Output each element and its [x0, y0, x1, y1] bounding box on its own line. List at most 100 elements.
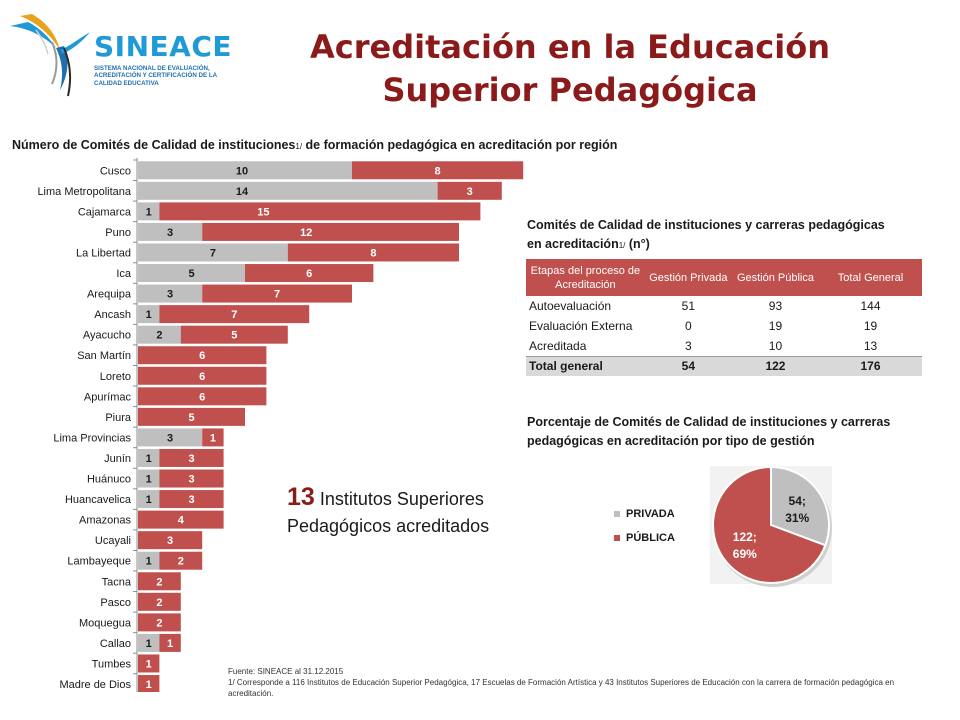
- category-label: Cusco: [100, 165, 131, 177]
- bar-value-label: 3: [167, 227, 173, 239]
- publica-bar: [245, 264, 374, 283]
- category-label: Ancash: [94, 309, 131, 321]
- bar-value-label: 2: [156, 597, 162, 609]
- table-cell: 10: [768, 338, 783, 353]
- bar-value-label: 3: [167, 432, 173, 444]
- publica-bar: [159, 633, 181, 652]
- publica-bar: [159, 551, 203, 570]
- category-label: Lima Provincias: [53, 432, 131, 444]
- category-label: Moquegua: [79, 617, 132, 629]
- pie-slice-privada: [770, 465, 830, 547]
- category-label: Piura: [105, 412, 132, 424]
- pie-chart-title: Porcentaje de Comités de Calidad de inst…: [527, 415, 891, 448]
- table-total-row: Total general 54 122 176: [526, 355, 922, 376]
- category-label: Pasco: [100, 597, 131, 609]
- privada-bar: [138, 264, 245, 283]
- accredited-highlight: 13 Institutos Superiores Pedagógicos acr…: [287, 484, 547, 540]
- publica-bar: [159, 490, 224, 509]
- category-label: Apurímac: [84, 391, 132, 403]
- publica-bar: [159, 469, 224, 488]
- privada-bar: [138, 181, 438, 200]
- publica-bar: [138, 592, 181, 611]
- page-title-line-2: Superior Pedagógica: [382, 71, 758, 109]
- bar-chart-title-note: 1/: [295, 142, 303, 151]
- bar-value-label: 2: [178, 556, 184, 568]
- publica-bar: [202, 222, 459, 241]
- table-row: Autoevaluación 51 93 144: [526, 296, 922, 316]
- publica-bar: [138, 366, 267, 385]
- logo-tagline: SISTEMA NACIONAL DE EVALUACIÓN, ACREDITA…: [94, 65, 217, 87]
- privada-bar: [138, 428, 203, 447]
- table-row: Evaluación Externa 0 19 19: [526, 316, 922, 336]
- privada-bar: [138, 222, 203, 241]
- privada-bar: [138, 325, 181, 344]
- publica-bar: [138, 346, 267, 365]
- bar-value-label: 5: [188, 412, 194, 424]
- table-row: Acreditada 3 10 13: [526, 336, 922, 356]
- footnote-source: Fuente: SINEACE al 31.12.2015: [228, 667, 344, 676]
- publica-bar: [202, 428, 224, 447]
- table-cell: 51: [681, 299, 696, 313]
- bar-value-label: 2: [156, 617, 162, 629]
- privada-bar: [138, 284, 203, 303]
- bar-value-label: 1: [146, 309, 152, 321]
- bar-value-label: 1: [146, 453, 152, 465]
- category-label: Junín: [104, 453, 131, 465]
- page-title: Acreditación en la Educación Superior Pe…: [250, 26, 890, 112]
- bar-value-label: 7: [274, 289, 280, 301]
- accredited-count: 13: [287, 483, 315, 511]
- bar-value-label: 5: [188, 268, 194, 280]
- bar-value-label: 8: [435, 165, 441, 177]
- bar-chart-title-main: Número de Comités de Calidad de instituc…: [12, 138, 296, 152]
- category-label: Ucayali: [95, 535, 131, 547]
- management-pie-chart: 54; 31% 122; 69% PRIVADA PÚBLICA: [614, 465, 832, 587]
- bar-value-label: 3: [188, 474, 194, 486]
- bar-value-label: 6: [306, 268, 312, 280]
- table-cell: 93: [768, 299, 783, 313]
- category-label: Lima Metropolitana: [37, 186, 131, 198]
- category-label: Ica: [116, 268, 132, 280]
- bar-value-label: 1: [146, 638, 152, 650]
- privada-bar: [138, 202, 160, 221]
- category-label: Amazonas: [79, 515, 131, 527]
- bar-value-label: 3: [188, 453, 194, 465]
- publica-bar: [437, 181, 502, 200]
- privada-bar: [138, 448, 160, 467]
- pie-value-label: 54; 31%: [785, 494, 809, 525]
- category-label: La Libertad: [76, 247, 131, 259]
- table-header-cell: Etapas del proceso de Acreditación: [526, 259, 645, 296]
- bar-value-label: 4: [178, 515, 185, 527]
- category-label: Ayacucho: [83, 330, 131, 342]
- table-title-line-1: Comités de Calidad de instituciones y ca…: [527, 218, 885, 232]
- table-header-row: Etapas del proceso de Acreditación Gesti…: [526, 259, 922, 296]
- bar-value-label: 6: [199, 350, 205, 362]
- category-label: Cajamarca: [78, 206, 132, 218]
- category-label: Tumbes: [92, 658, 132, 670]
- bar-value-label: 1: [146, 494, 152, 506]
- bar-value-label: 2: [156, 576, 162, 588]
- bar-value-label: 2: [156, 330, 162, 342]
- table-cell: Autoevaluación: [529, 299, 612, 313]
- publica-bar: [138, 613, 181, 632]
- bar-value-label: 7: [231, 309, 237, 321]
- privada-bar: [138, 243, 288, 262]
- table-cell: 122: [731, 355, 820, 376]
- table-header-cell: Gestión Privada: [644, 259, 732, 296]
- bar-value-label: 1: [210, 432, 216, 444]
- footnote-note: 1/ Corresponde a 116 Institutos de Educa…: [228, 678, 895, 698]
- bar-value-label: 10: [236, 165, 248, 177]
- bar-value-label: 8: [370, 247, 376, 259]
- pie-slice-publica: [712, 465, 827, 584]
- category-label: Puno: [105, 227, 131, 239]
- privada-bar: [138, 305, 160, 324]
- bar-value-label: 1: [146, 474, 152, 486]
- bar-chart-title: Número de Comités de Calidad de instituc…: [12, 138, 617, 152]
- bar-value-label: 3: [167, 535, 173, 547]
- publica-bar: [138, 654, 160, 673]
- publica-bar: [138, 531, 203, 550]
- bar-value-label: 6: [199, 371, 205, 383]
- table-cell: 144: [860, 299, 881, 313]
- publica-bar: [138, 510, 224, 529]
- bar-value-label: 6: [199, 391, 205, 403]
- table-cell: 19: [863, 319, 878, 333]
